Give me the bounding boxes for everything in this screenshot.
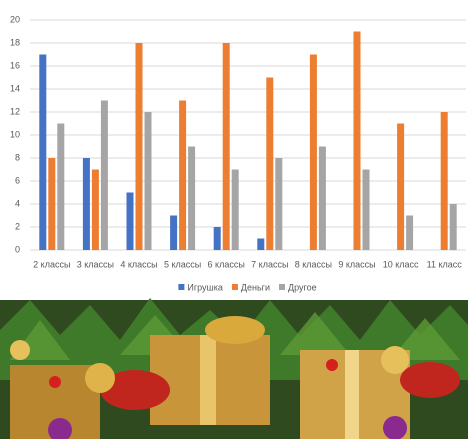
bar bbox=[275, 158, 283, 250]
y-tick-label: 10 bbox=[10, 129, 20, 139]
y-tick-label: 0 bbox=[15, 244, 20, 254]
bar bbox=[48, 158, 56, 250]
x-tick-label: 7 классы bbox=[251, 259, 288, 269]
bar bbox=[222, 43, 230, 250]
x-tick-label: 11 класс bbox=[427, 259, 463, 269]
legend-swatch bbox=[279, 284, 285, 290]
legend-label: Игрушка bbox=[187, 282, 223, 292]
bar bbox=[100, 100, 108, 250]
bar bbox=[170, 215, 178, 250]
y-tick-label: 4 bbox=[15, 198, 20, 208]
bar bbox=[213, 227, 221, 250]
bar bbox=[188, 146, 196, 250]
y-tick-label: 20 bbox=[10, 14, 20, 24]
x-tick-label: 3 классы bbox=[77, 259, 114, 269]
x-tick-label: 4 классы bbox=[120, 259, 157, 269]
y-tick-label: 8 bbox=[15, 152, 20, 162]
x-tick-label: 8 классы bbox=[295, 259, 332, 269]
x-tick-label: 2 классы bbox=[33, 259, 70, 269]
bar bbox=[397, 123, 405, 250]
bar bbox=[309, 54, 317, 250]
bar bbox=[449, 204, 457, 250]
y-tick-label: 16 bbox=[10, 60, 20, 70]
bar bbox=[91, 169, 99, 250]
legend-label: Деньги bbox=[241, 282, 270, 292]
y-tick-label: 12 bbox=[10, 106, 20, 116]
bar bbox=[353, 31, 361, 250]
y-tick-label: 18 bbox=[10, 37, 20, 47]
y-tick-label: 6 bbox=[15, 175, 20, 185]
x-tick-label: 5 классы bbox=[164, 259, 201, 269]
bar bbox=[257, 238, 265, 250]
bar bbox=[440, 112, 448, 250]
bar bbox=[135, 43, 143, 250]
y-tick-label: 14 bbox=[10, 83, 20, 93]
bar bbox=[406, 215, 414, 250]
bar bbox=[82, 158, 90, 250]
bar bbox=[362, 169, 370, 250]
x-tick-label: 10 класс bbox=[383, 259, 419, 269]
bar bbox=[179, 100, 187, 250]
x-tick-label: 9 классы bbox=[338, 259, 375, 269]
decoration bbox=[0, 298, 468, 439]
legend-swatch bbox=[178, 284, 185, 290]
bar bbox=[266, 77, 274, 250]
y-tick-label: 2 bbox=[15, 221, 20, 231]
x-tick-label: 6 классы bbox=[208, 259, 245, 269]
plot-area: 0 2 4 6 8 10 12 14 16 18 20 2 классы 3 классы 4 класс… bbox=[10, 14, 466, 292]
bar bbox=[57, 123, 65, 250]
bar bbox=[126, 192, 134, 250]
bar bbox=[231, 169, 239, 250]
bar bbox=[39, 54, 47, 250]
legend-label: Другое bbox=[288, 282, 317, 292]
legend-swatch bbox=[231, 284, 238, 290]
bar bbox=[144, 112, 152, 250]
bar bbox=[318, 146, 326, 250]
